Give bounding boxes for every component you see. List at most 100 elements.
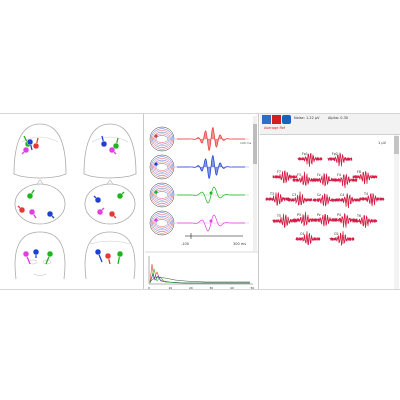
dipole-markers <box>17 135 125 265</box>
channel-trace-a <box>332 173 358 189</box>
channel-t4[interactable]: T4 <box>359 192 385 207</box>
component-waveform <box>177 127 245 151</box>
channel-trace-a <box>352 171 378 185</box>
dipole-marker[interactable] <box>32 142 40 150</box>
montage-button[interactable] <box>262 115 271 124</box>
channel-fp1[interactable]: Fp1 <box>297 152 323 167</box>
channel-label: F4 <box>337 173 341 177</box>
component-sphere[interactable] <box>149 126 175 152</box>
channel-trace-a <box>272 170 298 184</box>
head-view-top-right[interactable] <box>84 179 136 225</box>
channel-label: O1 <box>300 232 305 236</box>
dipole-marker[interactable] <box>46 210 54 218</box>
component-waveforms <box>175 127 249 232</box>
channel-trace-a <box>312 194 338 208</box>
dipole-marker[interactable] <box>18 206 26 214</box>
record-button[interactable] <box>282 115 291 124</box>
component-topographies[interactable] <box>149 126 175 236</box>
channel-label: C4 <box>340 193 344 197</box>
channel-c4[interactable]: C4 <box>335 193 361 209</box>
channel-label: T4 <box>363 192 368 196</box>
channel-label: T6 <box>356 214 361 218</box>
noise-label: Noise: 1.22 µV <box>294 116 320 120</box>
dipole-head-views <box>0 114 144 289</box>
channel-waveforms: Fp1 Fp2 F7 F3 Fz F4 F8 T3 C3 Cz C4 T4 T5 P3 Pz P4 T6 O1 O2 <box>265 152 385 246</box>
component-sphere[interactable] <box>149 154 175 180</box>
channel-t6[interactable]: T6 <box>352 214 378 229</box>
right-scrollbar-thumb[interactable] <box>394 136 399 154</box>
dipole-marker[interactable] <box>32 248 40 256</box>
axis-end-label: 300 ms <box>233 242 246 246</box>
head-view-back-left[interactable] <box>13 123 67 179</box>
dipole-marker[interactable] <box>112 142 120 150</box>
dipole-marker[interactable] <box>108 210 116 218</box>
channel-label: P4 <box>337 213 341 217</box>
head-view-front-right[interactable] <box>84 231 136 280</box>
channel-label: Fp2 <box>332 152 338 156</box>
channel-o2[interactable]: O2 <box>329 231 355 246</box>
channel-toolbar: Noise: 1.22 µV Alpha: 0.30 Average Ref <box>260 114 400 135</box>
channel-t5[interactable]: T5 <box>272 213 298 228</box>
dipole-marker[interactable] <box>46 250 54 258</box>
dipole-marker[interactable] <box>26 138 34 146</box>
right-scrollbar[interactable] <box>394 134 399 289</box>
channel-trace-a <box>352 215 378 229</box>
channel-label: C3 <box>292 193 296 197</box>
dipole-marker[interactable] <box>96 208 104 216</box>
channel-c3[interactable]: C3 <box>287 191 313 206</box>
component-panel: -100 300 ms 100 ms 0 10 20 30 40 50 <box>145 114 259 289</box>
dipole-marker[interactable] <box>108 146 116 154</box>
channel-t3[interactable]: T3 <box>265 192 291 206</box>
channel-label: Fz <box>317 173 321 177</box>
component-waveform <box>177 186 245 204</box>
dipole-marker[interactable] <box>94 248 102 256</box>
mid-scrollbar[interactable] <box>253 116 257 251</box>
spectrum-plot <box>148 256 253 285</box>
channel-o1[interactable]: O1 <box>295 231 321 246</box>
channel-p3[interactable]: P3 <box>292 211 318 227</box>
component-sphere[interactable] <box>149 182 175 208</box>
dipole-marker[interactable] <box>100 140 108 148</box>
channel-label: O2 <box>334 232 339 236</box>
dipole-marker[interactable] <box>22 250 30 258</box>
channel-cz[interactable]: Cz <box>312 193 338 208</box>
spectrum-tick-label: 30 <box>210 286 214 289</box>
mid-scrollbar-thumb[interactable] <box>253 124 257 164</box>
channel-f8[interactable]: F8 <box>352 170 378 185</box>
dipole-marker[interactable] <box>94 196 102 204</box>
dipole-marker[interactable] <box>116 192 124 200</box>
channel-label: Fp1 <box>302 152 308 156</box>
channel-trace-a <box>335 193 361 209</box>
color-map-button[interactable] <box>272 115 281 124</box>
channel-plot-panel: Noise: 1.22 µV Alpha: 0.30 Average Ref 1… <box>260 114 400 289</box>
spectrum-tick-label: 10 <box>169 286 173 289</box>
component-waveform <box>177 214 245 232</box>
spectrum-tick-label: 0 <box>148 286 150 289</box>
dipole-marker[interactable] <box>28 208 36 216</box>
head-view-back-right[interactable] <box>83 123 137 179</box>
dipole-marker[interactable] <box>104 252 112 260</box>
dipole-marker[interactable] <box>22 146 30 154</box>
channel-trace-a <box>297 153 323 167</box>
axis-start-label: -100 <box>181 242 189 246</box>
channel-trace-a <box>287 191 313 206</box>
channel-label: F7 <box>277 170 281 174</box>
channel-fp2[interactable]: Fp2 <box>327 152 353 167</box>
channel-label: F8 <box>357 170 361 174</box>
channel-trace-a <box>329 231 355 245</box>
channel-trace-a <box>327 152 353 167</box>
channel-f7[interactable]: F7 <box>272 170 298 184</box>
channel-f4[interactable]: F4 <box>332 173 358 189</box>
spectrum-ticks: 0 10 20 30 40 50 <box>148 286 254 289</box>
dipole-marker[interactable] <box>26 192 34 200</box>
dipole-marker[interactable] <box>116 250 124 258</box>
channel-trace-a <box>295 231 321 246</box>
component-sphere[interactable] <box>149 210 175 236</box>
spectrum-tick-label: 40 <box>230 286 234 289</box>
time-label: 100 ms <box>240 141 252 145</box>
channel-label: P3 <box>297 213 301 217</box>
head-view-top-left[interactable] <box>14 179 66 225</box>
scale-label: 1 µV <box>378 141 387 145</box>
channel-trace-a <box>272 213 298 228</box>
reference-label: Average Ref <box>264 126 286 130</box>
